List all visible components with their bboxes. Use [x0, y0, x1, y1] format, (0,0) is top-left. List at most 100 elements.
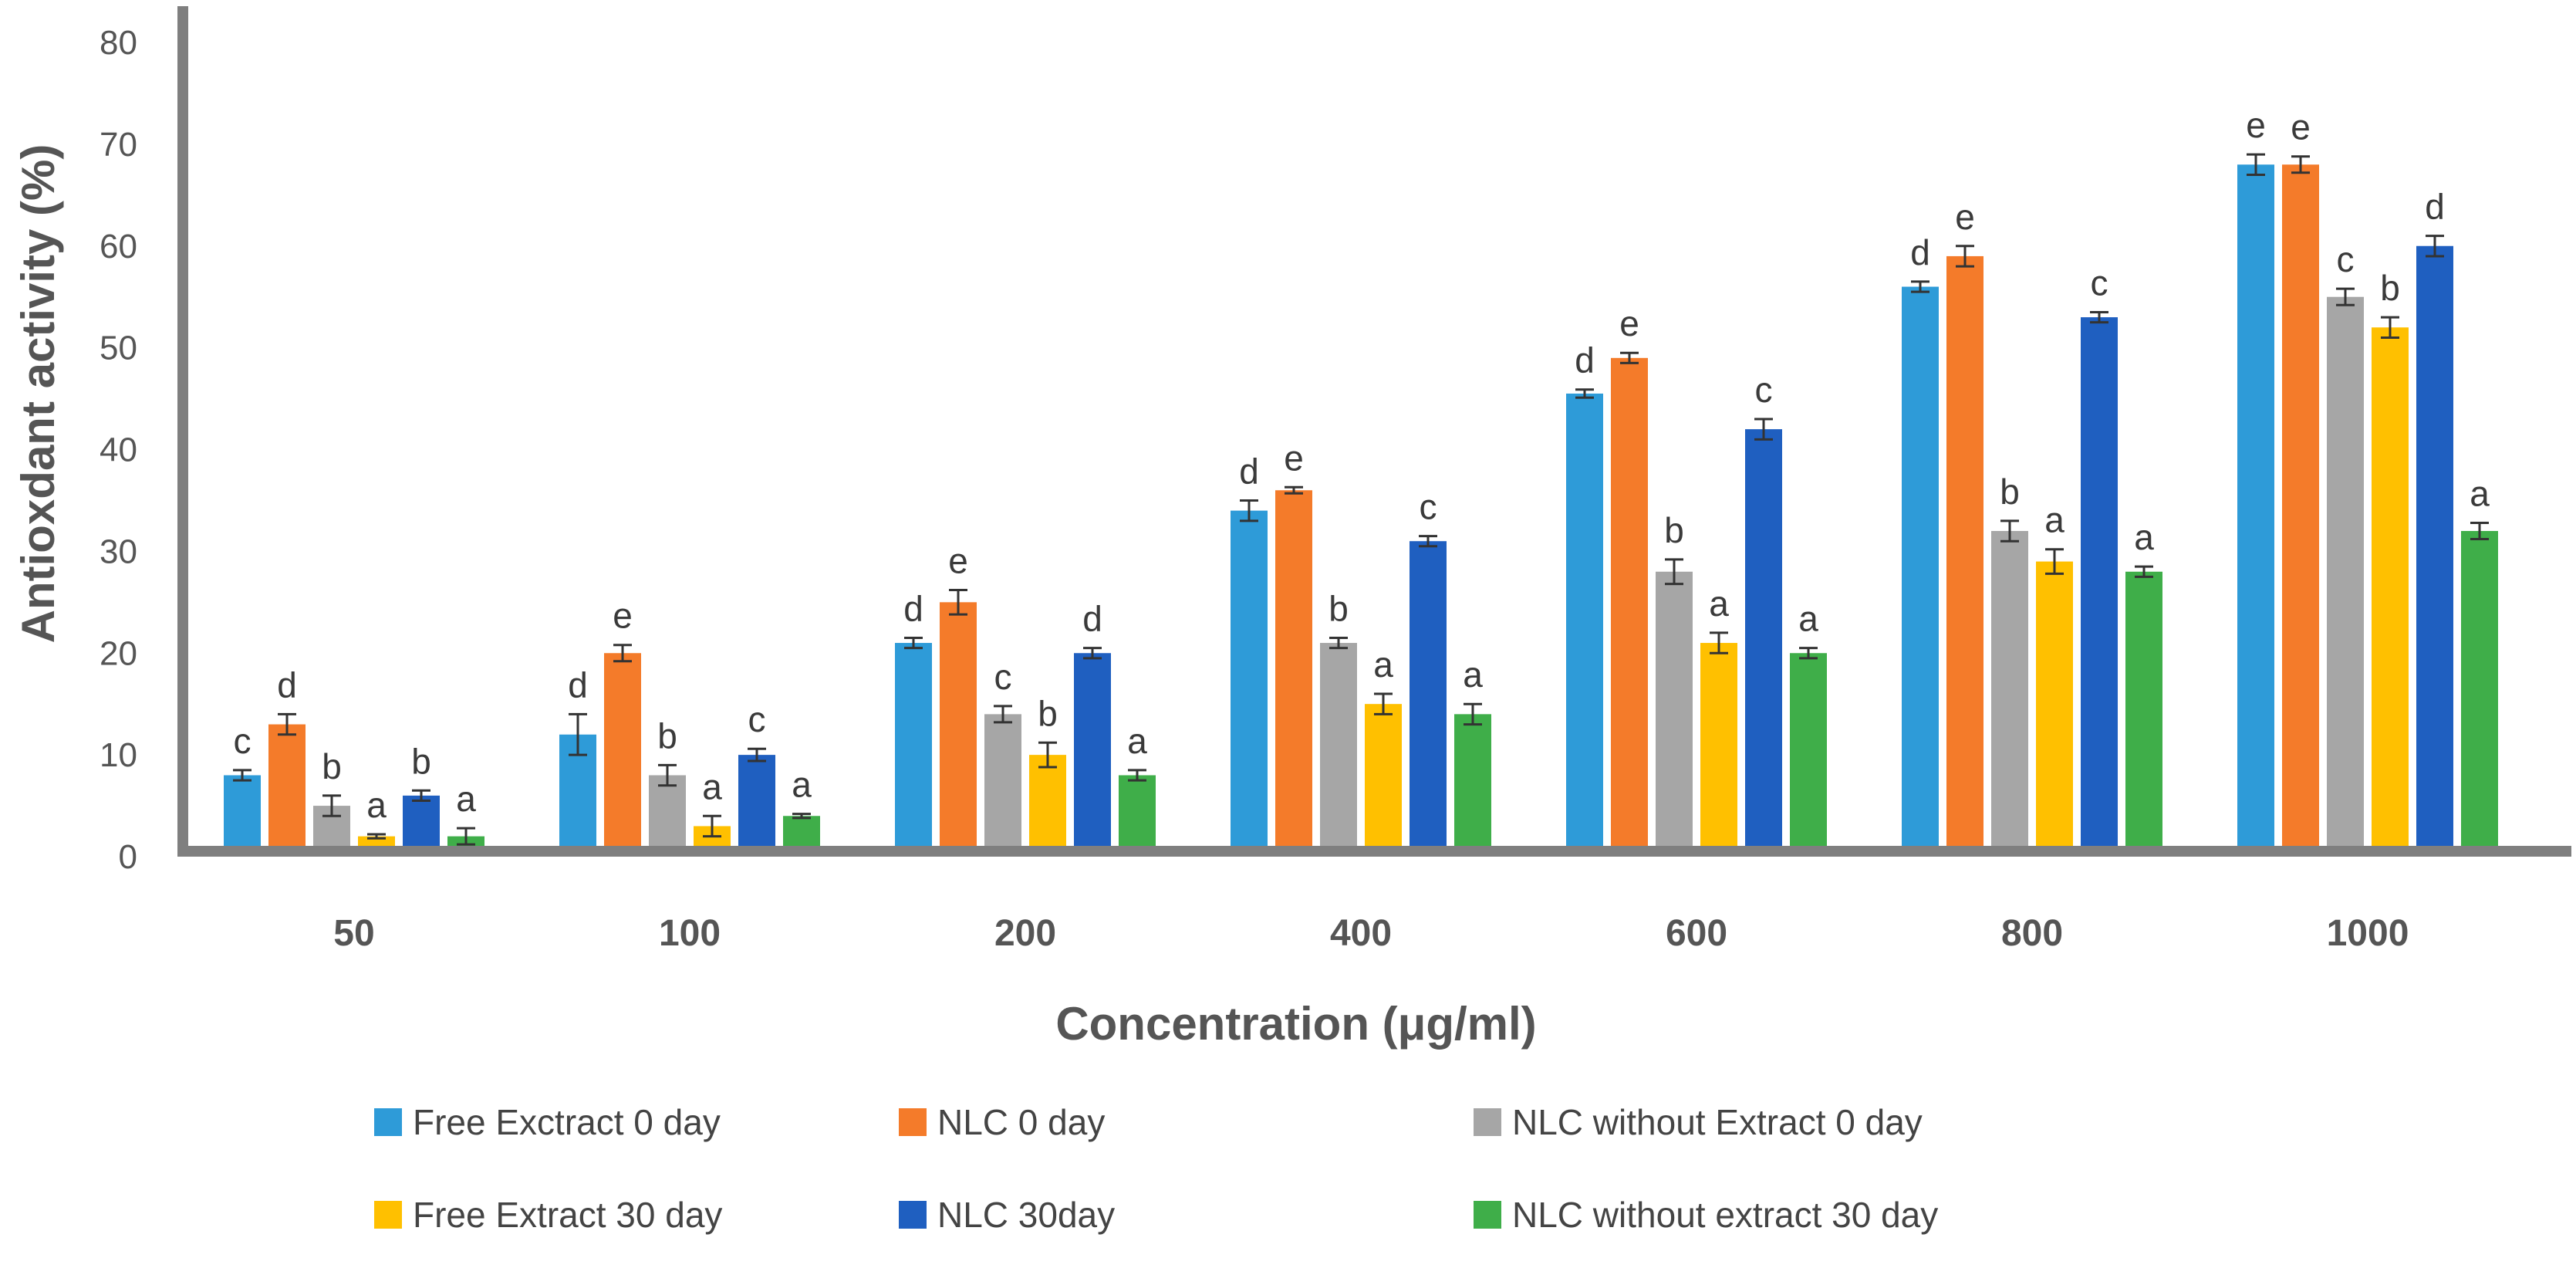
bar: [1902, 286, 1939, 857]
significance-letter: e: [2246, 105, 2266, 145]
significance-letter: b: [1038, 693, 1058, 733]
significance-letter: d: [1239, 451, 1259, 491]
error-bar: [1799, 647, 1818, 660]
bar: [268, 724, 306, 857]
bar: [2372, 327, 2409, 857]
bar: [2416, 245, 2453, 857]
bar: [2237, 164, 2274, 857]
x-tick-label: 50: [333, 913, 374, 954]
error-bar: [1329, 636, 1348, 650]
legend-swatch: [1474, 1201, 1501, 1229]
y-axis-title: Antioxdant activity (%): [12, 144, 64, 644]
bar: [1745, 429, 1782, 857]
error-bar: [1464, 702, 1482, 726]
bar: [1231, 510, 1268, 857]
y-tick-label: 10: [100, 736, 137, 774]
x-tick-labels: 50 100 200 400 600 800 1000: [333, 913, 2409, 954]
significance-letter: b: [1329, 588, 1349, 628]
error-bar: [658, 763, 677, 787]
error-bar: [569, 712, 587, 756]
significance-letter: d: [2425, 187, 2445, 227]
significance-letter: d: [568, 664, 588, 705]
significance-letter: d: [1910, 232, 1930, 272]
error-bar: [613, 644, 632, 663]
y-tick-label: 80: [100, 24, 137, 62]
significance-letter: a: [1127, 721, 1147, 761]
y-tick-label: 30: [100, 533, 137, 570]
significance-letter: a: [2134, 517, 2154, 557]
significance-letter: a: [792, 765, 812, 805]
significance-letter: a: [2470, 473, 2490, 513]
error-bar: [1754, 418, 1773, 441]
axes: [177, 6, 2571, 857]
error-bar: [1911, 280, 1929, 293]
bar: [1790, 653, 1827, 857]
error-bar: [1665, 558, 1683, 586]
error-bar: [233, 769, 252, 782]
bar: [1119, 775, 1156, 857]
significance-letter: d: [1082, 599, 1102, 639]
bar: [1656, 571, 1693, 857]
legend-swatch: [1474, 1108, 1501, 1136]
bar: [1275, 490, 1312, 857]
legend-swatch: [374, 1201, 402, 1229]
significance-letter: e: [2291, 107, 2311, 147]
legend-item: NLC 30day: [899, 1195, 1115, 1235]
significance-letter: e: [1619, 303, 1639, 343]
y-tick-label: 50: [100, 330, 137, 367]
bar: [1611, 357, 1648, 857]
bar: [2327, 296, 2364, 857]
error-bar: [1620, 351, 1639, 364]
significance-letter: c: [2091, 262, 2108, 303]
error-bar: [1374, 692, 1393, 715]
y-tick-label: 20: [100, 634, 137, 672]
x-tick-label: 1000: [2327, 913, 2409, 954]
significance-letter: a: [1709, 583, 1729, 624]
significance-letter: a: [366, 785, 387, 825]
significance-letter: c: [748, 699, 766, 739]
error-bar: [2470, 521, 2489, 541]
error-bar: [2336, 287, 2355, 306]
significance-letter: b: [1664, 510, 1684, 550]
error-bar: [1419, 535, 1437, 548]
x-axis-title: Concentration (μg/ml): [1055, 998, 1536, 1050]
significance-letter: e: [613, 596, 633, 636]
error-bar: [1285, 485, 1303, 495]
significance-letter: c: [234, 721, 252, 761]
bar: [224, 775, 261, 857]
x-tick-label: 400: [1330, 913, 1392, 954]
legend-item: NLC without extract 30 day: [1474, 1195, 1938, 1235]
bar: [1991, 531, 2028, 857]
significance-letter: e: [948, 540, 968, 580]
legend-item: NLC without Extract 0 day: [1474, 1102, 1923, 1142]
legend-item: Free Exctract 0 day: [374, 1102, 721, 1142]
significance-letter: a: [702, 766, 722, 807]
legend-swatch: [374, 1108, 402, 1136]
legend-swatch: [899, 1108, 927, 1136]
bar: [2081, 317, 2118, 857]
bar: [2282, 164, 2319, 857]
legend-item: Free Extract 30 day: [374, 1195, 722, 1235]
error-bar: [2247, 153, 2265, 176]
bar: [2125, 571, 2162, 857]
error-bar: [457, 827, 475, 846]
error-bar: [2045, 548, 2064, 575]
significance-letter: b: [657, 715, 677, 756]
error-bar: [1710, 631, 1728, 654]
error-bar: [367, 833, 386, 840]
error-bar: [2135, 565, 2153, 578]
significance-letter: a: [456, 779, 476, 819]
legend: Free Exctract 0 day NLC 0 day NLC without …: [374, 1102, 1938, 1235]
legend-label: Free Exctract 0 day: [413, 1102, 721, 1142]
bar: [604, 653, 641, 857]
error-bar: [1128, 769, 1146, 782]
bar: [2461, 531, 2498, 857]
bar: [940, 602, 977, 857]
bar: [984, 714, 1021, 857]
error-bar: [322, 794, 341, 817]
significance-letter: c: [1755, 370, 1773, 410]
error-bar: [2000, 519, 2019, 543]
significance-letter: d: [1575, 340, 1595, 380]
